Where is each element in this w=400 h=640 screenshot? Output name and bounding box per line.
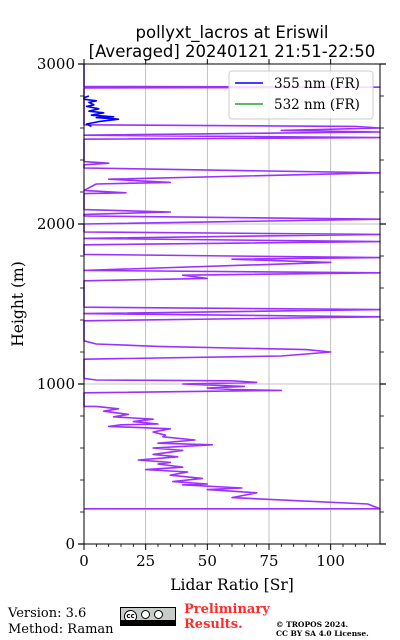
x-tick-label: 50 bbox=[198, 552, 217, 570]
x-tick-label: 0 bbox=[79, 552, 89, 570]
y-tick-label: 3000 bbox=[37, 55, 75, 73]
chart-title: pollyxt_lacros at Eriswil bbox=[136, 23, 329, 43]
sa-icon bbox=[154, 610, 163, 619]
by-icon bbox=[141, 610, 150, 619]
series-line-0 bbox=[83, 95, 120, 128]
legend-label-532: 532 nm (FR) bbox=[274, 97, 360, 113]
copyright-line-1: © TROPOS 2024. bbox=[276, 620, 349, 629]
legend-box bbox=[228, 70, 374, 120]
preliminary-line-2: Results. bbox=[184, 617, 243, 632]
series-line-2 bbox=[83, 64, 381, 510]
series-lines bbox=[83, 64, 381, 510]
x-axis-label: Lidar Ratio [Sr] bbox=[170, 576, 294, 594]
version-text: Version: 3.6 bbox=[8, 606, 87, 621]
x-tick-label: 25 bbox=[136, 552, 155, 570]
y-axis-label: Height (m) bbox=[9, 261, 27, 347]
legend: 355 nm (FR) 532 nm (FR) bbox=[228, 70, 374, 120]
method-text: Method: Raman bbox=[8, 622, 114, 637]
preliminary-line-1: Preliminary bbox=[184, 602, 270, 617]
copyright-note: © TROPOS 2024. CC BY SA 4.0 License. bbox=[276, 620, 369, 638]
x-tick-label: 75 bbox=[259, 552, 278, 570]
y-tick-label: 0 bbox=[65, 535, 75, 553]
lidar-ratio-chart: pollyxt_lacros at Eriswil [Averaged] 202… bbox=[9, 23, 386, 594]
cc-badge-bottom bbox=[121, 620, 175, 625]
cc-license-badge: cc bbox=[120, 607, 176, 626]
copyright-line-2: CC BY SA 4.0 License. bbox=[276, 629, 369, 638]
x-tick-label: 100 bbox=[316, 552, 345, 570]
preliminary-results-note: Preliminary Results. bbox=[184, 602, 270, 632]
y-tick-label: 2000 bbox=[37, 215, 75, 233]
chart-subtitle: [Averaged] 20240121 21:51-22:50 bbox=[89, 42, 376, 61]
legend-label-355: 355 nm (FR) bbox=[274, 76, 360, 92]
y-tick-label: 1000 bbox=[37, 375, 75, 393]
